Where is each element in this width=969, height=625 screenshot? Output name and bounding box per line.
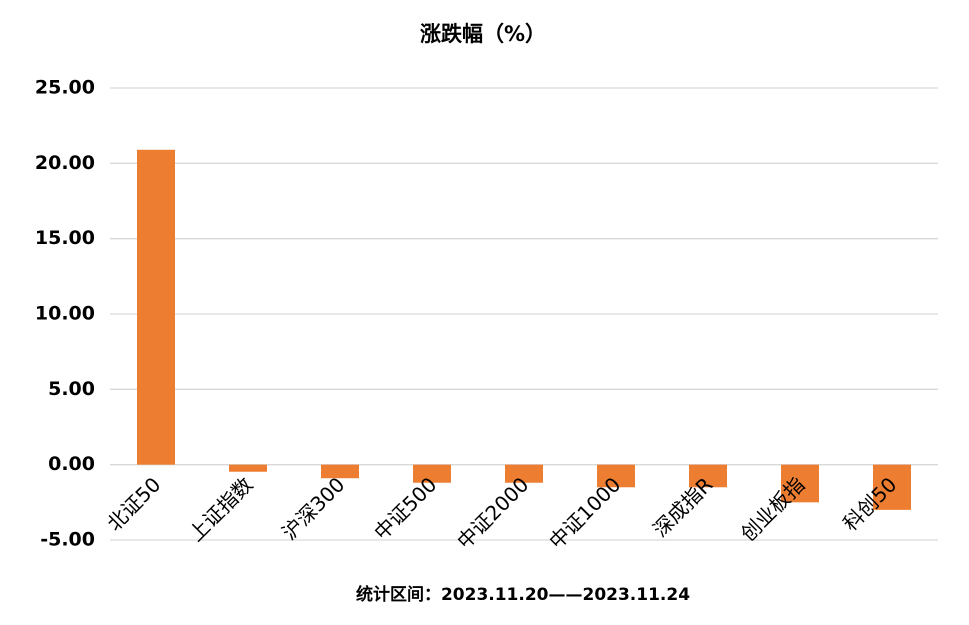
y-tick-label: 10.00 bbox=[35, 303, 95, 325]
y-tick-label: -5.00 bbox=[40, 529, 95, 551]
x-tick-label: 中证1000 bbox=[544, 472, 625, 553]
annotation: 统计区间：2023.11.20——2023.11.24 bbox=[356, 584, 690, 605]
x-tick-label: 上证指数 bbox=[184, 472, 258, 546]
y-tick-label: 5.00 bbox=[48, 378, 95, 400]
y-tick-label: 15.00 bbox=[35, 227, 95, 249]
bar bbox=[321, 464, 359, 479]
bar bbox=[597, 464, 635, 488]
bar bbox=[137, 149, 175, 465]
y-tick-label: 20.00 bbox=[35, 152, 95, 174]
bar bbox=[873, 464, 911, 510]
y-tick-label: 25.00 bbox=[35, 77, 95, 99]
bar bbox=[505, 464, 543, 483]
x-tick-label: 中证2000 bbox=[452, 472, 533, 553]
x-tick-label: 中证500 bbox=[369, 472, 441, 544]
y-tick-label: 0.00 bbox=[48, 453, 95, 475]
bar bbox=[689, 464, 727, 488]
x-tick-label: 深成指R bbox=[648, 472, 717, 541]
x-tick-label: 创业板指 bbox=[736, 472, 810, 546]
chart-title: 涨跌幅（%） bbox=[420, 22, 546, 46]
x-tick-label: 北证50 bbox=[102, 472, 165, 535]
bar bbox=[781, 464, 819, 503]
bar bbox=[413, 464, 451, 483]
bar bbox=[229, 464, 267, 472]
x-tick-label: 沪深300 bbox=[277, 472, 349, 544]
